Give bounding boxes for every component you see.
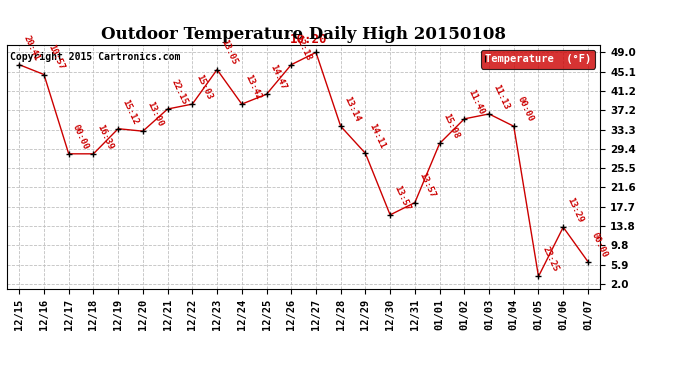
Text: 13:14: 13:14 bbox=[343, 95, 362, 123]
Text: 00:00: 00:00 bbox=[70, 123, 90, 151]
Text: 13:05: 13:05 bbox=[219, 39, 239, 67]
Text: 12:18: 12:18 bbox=[293, 34, 313, 62]
Text: 16:39: 16:39 bbox=[95, 123, 115, 151]
Title: Outdoor Temperature Daily High 20150108: Outdoor Temperature Daily High 20150108 bbox=[101, 27, 506, 44]
Text: 22:15: 22:15 bbox=[170, 78, 189, 106]
Text: 10:57: 10:57 bbox=[46, 44, 66, 72]
Text: Copyright 2015 Cartronics.com: Copyright 2015 Cartronics.com bbox=[10, 53, 180, 62]
Text: 11:40: 11:40 bbox=[466, 88, 486, 116]
Text: 14:11: 14:11 bbox=[367, 122, 387, 150]
Text: 23:25: 23:25 bbox=[540, 245, 560, 273]
Text: 14:47: 14:47 bbox=[268, 63, 288, 91]
Text: 13:29: 13:29 bbox=[565, 196, 584, 224]
Text: 00:00: 00:00 bbox=[590, 231, 609, 259]
Legend: Temperature  (°F): Temperature (°F) bbox=[480, 50, 595, 69]
Text: 20:41: 20:41 bbox=[21, 34, 41, 62]
Text: 13:57: 13:57 bbox=[392, 184, 412, 212]
Text: 13:42: 13:42 bbox=[244, 73, 264, 101]
Text: 13:57: 13:57 bbox=[417, 171, 436, 200]
Text: 00:00: 00:00 bbox=[515, 95, 535, 123]
Text: 15:12: 15:12 bbox=[120, 98, 139, 126]
Text: 15:03: 15:03 bbox=[195, 73, 214, 101]
Text: 13:00: 13:00 bbox=[145, 100, 164, 128]
Text: 10:20: 10:20 bbox=[290, 33, 327, 46]
Text: 15:08: 15:08 bbox=[442, 112, 461, 141]
Text: 11:13: 11:13 bbox=[491, 83, 511, 111]
